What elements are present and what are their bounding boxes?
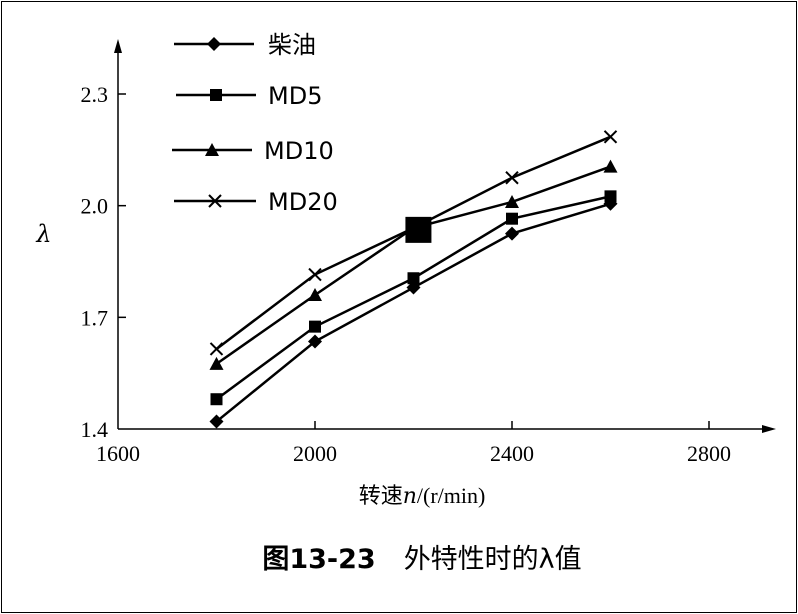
y-tick-label: 1.4 [81, 417, 109, 442]
legend-item-2: MD5 [176, 82, 322, 110]
data-point [603, 159, 618, 173]
x-axis-label-unit: /(r/min) [417, 483, 485, 508]
legend-item-4: MD20 [174, 188, 338, 216]
x-marker-stroke [603, 130, 618, 144]
legend: 柴油 MD5 MD10 MD20 [172, 31, 338, 216]
legend-label: MD20 [268, 188, 338, 216]
x-tick-label: 2000 [293, 441, 337, 466]
series-line [215, 135, 611, 350]
legend-item-3: MD10 [172, 137, 334, 165]
legend-item-1: 柴油 [174, 31, 316, 59]
axes [114, 39, 776, 433]
legend-label: MD10 [264, 137, 334, 165]
data-point [505, 194, 519, 208]
data-point [506, 212, 518, 225]
data-point [308, 334, 322, 349]
data-point [309, 320, 321, 333]
legend-marker [207, 37, 221, 51]
y-axis-arrow [114, 39, 122, 53]
x-axis-label-prefix: 转速 [359, 484, 403, 509]
series-1 [209, 196, 618, 429]
caption-number: 图13-23 [262, 544, 375, 575]
data-point [209, 356, 224, 370]
x-tick-label: 1600 [96, 441, 140, 466]
data-point [604, 190, 617, 203]
x-marker-stroke [208, 194, 222, 208]
data-point [209, 342, 224, 356]
x-tick-label: 2400 [490, 441, 534, 466]
figure-caption: 图13-23 外特性时的λ值 [262, 544, 581, 575]
data-point [603, 130, 618, 144]
x-axis-label: 转速n/(r/min) [359, 483, 486, 509]
x-tick-label: 2800 [687, 441, 731, 466]
data-point [209, 414, 224, 429]
caption-text: 外特性时的λ值 [404, 544, 582, 575]
annotation-group [405, 216, 432, 243]
legend-marker [210, 89, 222, 101]
legend-marker [205, 143, 219, 156]
data-point [407, 272, 420, 285]
data-point [505, 171, 519, 185]
legend-label: 柴油 [268, 31, 316, 59]
legend-marker [208, 194, 222, 208]
ticks: 1600 2000 2400 2800 1.4 1.7 2.0 2.3 [81, 82, 732, 466]
highlight-square-marker [405, 216, 432, 243]
data-point [308, 288, 322, 301]
legend-label: MD5 [268, 82, 322, 110]
y-tick-label: 1.7 [81, 305, 109, 330]
series-group [209, 130, 618, 429]
series-2 [210, 190, 617, 406]
data-point [308, 267, 322, 282]
x-marker-stroke [209, 342, 224, 356]
y-axis-label: λ [35, 220, 51, 248]
data-point [505, 226, 519, 241]
x-marker-stroke [308, 267, 322, 282]
y-tick-label: 2.3 [81, 82, 109, 107]
x-axis-arrow [762, 425, 776, 433]
x-marker-stroke [505, 171, 519, 185]
y-tick-label: 2.0 [81, 194, 109, 219]
x-axis-label-var: n [403, 484, 417, 509]
data-point [210, 393, 223, 406]
